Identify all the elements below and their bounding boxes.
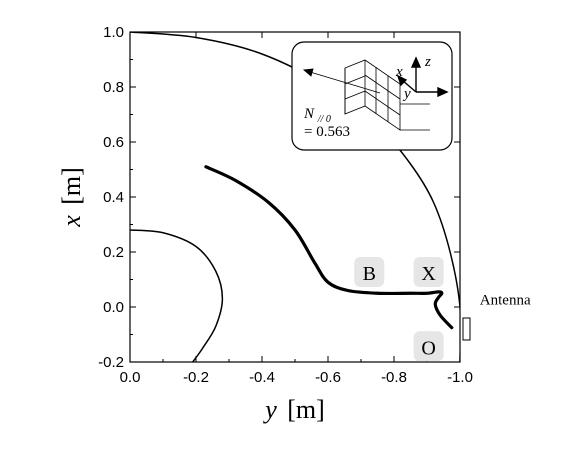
x-axis-unit: [m] bbox=[287, 395, 325, 424]
inset-box: x y z N // 0 = 0.563 bbox=[291, 41, 453, 151]
wave-direction-arrow-icon bbox=[302, 68, 381, 94]
inset-axis-y: y bbox=[402, 86, 411, 102]
n-parallel-label: N // 0 bbox=[303, 106, 331, 125]
ticks-layer: 0.0 -0.2 -0.4 -0.6 -0.8 -1.0-0.20.00.20.40.60… bbox=[98, 24, 473, 386]
ray-trajectory-line bbox=[204, 165, 454, 330]
label-x: X bbox=[421, 263, 436, 285]
inset-axis-z: z bbox=[424, 54, 431, 70]
x-tick-label: 0.0 bbox=[120, 369, 141, 386]
label-o: O bbox=[421, 337, 435, 359]
label-badge-x bbox=[413, 257, 444, 287]
antenna-label: Antenna bbox=[480, 292, 531, 308]
label-badge-o bbox=[413, 331, 444, 362]
y-tick-label: 0.2 bbox=[103, 244, 124, 261]
y-axis-title: x [m] bbox=[57, 167, 86, 228]
label-b: B bbox=[363, 263, 376, 285]
x-axis-title: y [m] bbox=[262, 395, 325, 424]
coordinate-axes-icon bbox=[396, 56, 449, 98]
y-axis-variable: x bbox=[57, 215, 86, 228]
x-tick-label: -0.8 bbox=[381, 369, 407, 386]
y-axis-unit: [m] bbox=[57, 167, 86, 205]
y-tick-label: 0.6 bbox=[103, 134, 124, 151]
n-parallel-value: = 0.563 bbox=[304, 124, 350, 140]
y-tick-label: 0.4 bbox=[103, 189, 124, 206]
annotations-layer: B X O Antenna bbox=[354, 257, 531, 362]
inset-axis-x: x bbox=[395, 64, 403, 80]
y-tick-label: 0.0 bbox=[103, 299, 124, 316]
x-tick-label: -1.0 bbox=[447, 369, 473, 386]
waveguide-grid-icon bbox=[344, 59, 430, 131]
label-badge-b bbox=[354, 257, 385, 287]
x-tick-label: -0.6 bbox=[315, 369, 341, 386]
antenna-icon bbox=[462, 317, 471, 341]
y-tick-label: -0.2 bbox=[98, 354, 124, 371]
x-tick-label: -0.2 bbox=[183, 369, 209, 386]
x-axis-variable: y bbox=[262, 395, 277, 424]
y-tick-label: 1.0 bbox=[103, 24, 124, 41]
x-tick-label: -0.4 bbox=[249, 369, 275, 386]
y-tick-label: 0.8 bbox=[103, 79, 124, 96]
inner-boundary-line bbox=[130, 229, 224, 362]
